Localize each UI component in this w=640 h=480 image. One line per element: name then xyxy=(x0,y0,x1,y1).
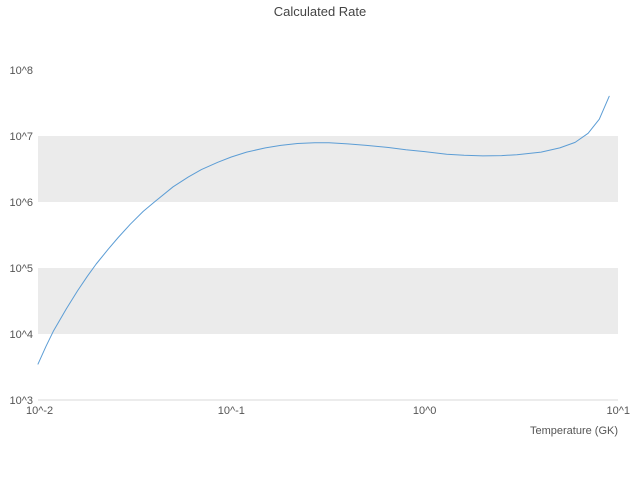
y-tick-label: 10^4 xyxy=(9,329,33,341)
y-tick-label: 10^6 xyxy=(9,197,33,209)
y-tick-label: 10^3 xyxy=(9,395,33,407)
background-band xyxy=(38,136,618,202)
chart-title: Calculated Rate xyxy=(273,4,367,19)
x-axis-label: Temperature (GK) xyxy=(529,425,618,437)
y-tick-label: 10^7 xyxy=(9,131,33,143)
y-tick-label: 10^8 xyxy=(9,65,33,77)
x-tick-label: 10^-2 xyxy=(26,405,53,417)
x-tick-label: 10^0 xyxy=(413,405,437,417)
background-band xyxy=(38,268,618,334)
x-tick-label: 10^1 xyxy=(606,405,630,417)
rate-line-series xyxy=(37,95,610,365)
x-tick-label: 10^-1 xyxy=(218,405,245,417)
y-tick-label: 10^5 xyxy=(9,263,33,275)
